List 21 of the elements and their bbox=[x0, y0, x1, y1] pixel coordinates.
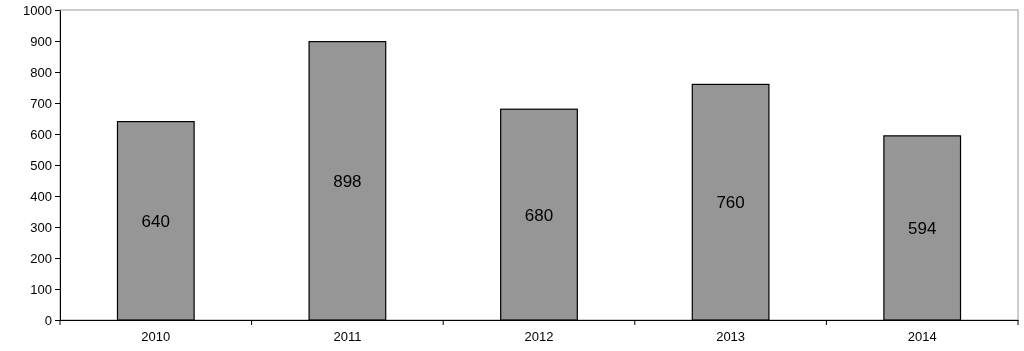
y-tick-label: 200 bbox=[30, 250, 52, 266]
x-tick-label: 2012 bbox=[524, 329, 554, 345]
x-tick-label: 2014 bbox=[907, 329, 937, 345]
data-label: 594 bbox=[908, 218, 937, 238]
x-tick-label: 2010 bbox=[141, 329, 171, 345]
x-tick-label: 2011 bbox=[333, 329, 362, 345]
y-tick-label: 700 bbox=[30, 95, 52, 111]
y-tick-label: 800 bbox=[30, 64, 52, 80]
y-tick-label: 400 bbox=[30, 188, 52, 204]
x-tick-label: 2013 bbox=[716, 329, 746, 345]
data-label: 898 bbox=[333, 171, 362, 191]
y-tick-label: 0 bbox=[44, 312, 52, 328]
data-label: 680 bbox=[524, 205, 554, 225]
y-tick-label: 300 bbox=[30, 219, 52, 235]
y-tick-label: 100 bbox=[30, 281, 52, 297]
y-tick-label: 600 bbox=[30, 126, 52, 142]
y-tick-label: 500 bbox=[30, 157, 52, 173]
y-tick-label: 900 bbox=[30, 33, 52, 49]
data-label: 760 bbox=[716, 193, 745, 213]
y-tick-label: 1000 bbox=[23, 2, 52, 18]
data-label: 640 bbox=[141, 211, 170, 231]
